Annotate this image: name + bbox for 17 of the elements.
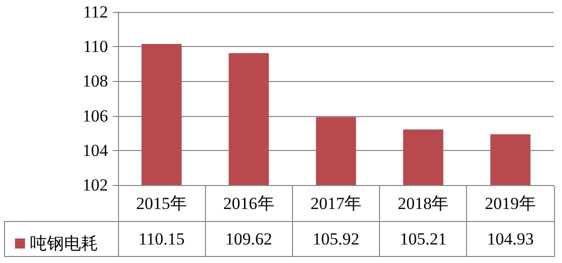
legend-label: 吨钢电耗 [30,234,98,253]
x-tick-label: 2019年 [484,194,536,213]
y-tick-label: 106 [82,106,108,126]
data-label: 109.62 [225,230,272,248]
data-label: 105.92 [312,230,360,248]
x-tick-label: 2015年 [136,194,188,213]
y-tick-label: 108 [82,72,108,91]
data-label: 104.93 [487,230,534,248]
y-tick-label: 104 [82,140,108,160]
data-label: 110.15 [138,230,185,248]
data-label: 105.21 [400,230,447,248]
x-tick-label: 2016年 [223,194,274,213]
x-tick-label: 2017年 [310,194,362,213]
y-tick-label: 102 [82,176,108,194]
y-tick-label: 110 [83,37,108,56]
x-tick-label: 2018年 [398,194,449,213]
y-tick-label: 112 [83,2,108,22]
